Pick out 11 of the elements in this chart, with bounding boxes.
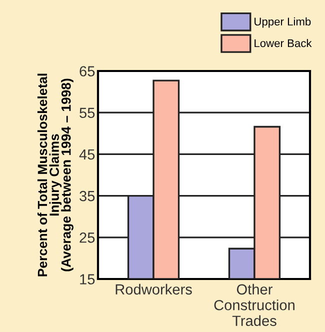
y-tick-label: 25 <box>80 232 95 243</box>
y-axis-title: Percent of Total Musculoskeletal Injury Claims (Average between 1994 – 1998) <box>37 74 74 276</box>
y-tick-label: 45 <box>79 149 95 160</box>
legend-label: Upper Limb <box>254 17 311 28</box>
x-tick-label: Rodworkers <box>116 284 192 295</box>
y-tick-label: 35 <box>80 190 95 202</box>
x-tick-label: Other Construction Trades <box>214 284 294 326</box>
y-tick-label: 65 <box>80 66 95 76</box>
legend-label: Lower Back <box>254 38 312 48</box>
y-tick-label: 15 <box>80 274 95 284</box>
y-tick-label: 55 <box>80 108 95 118</box>
